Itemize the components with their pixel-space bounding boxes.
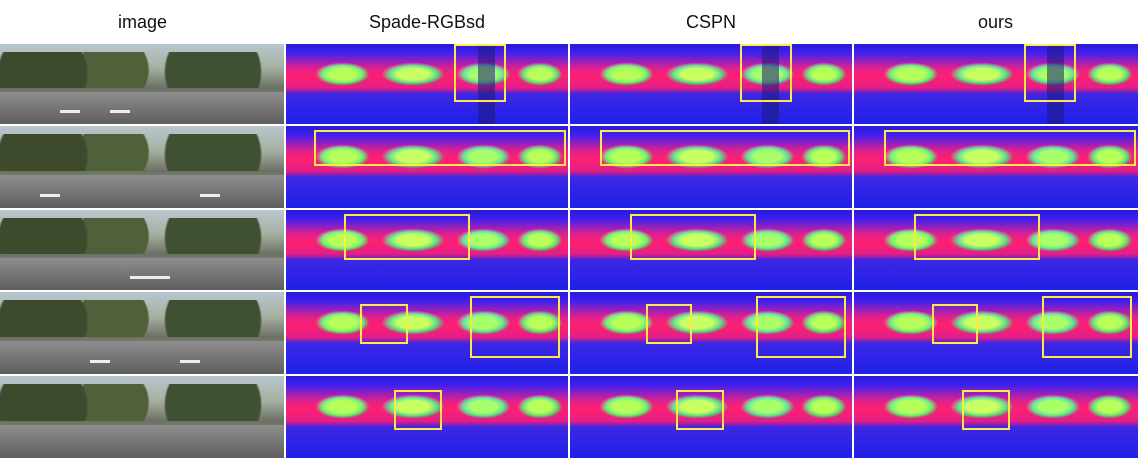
depth-cspn-row-3 <box>570 210 852 290</box>
depth-spade-row-4 <box>286 292 568 374</box>
highlight-box <box>676 390 724 430</box>
photo-row-5 <box>0 376 284 458</box>
highlight-box <box>454 44 506 102</box>
depth-cspn-row-2 <box>570 126 852 208</box>
depth-cspn-row-4 <box>570 292 852 374</box>
highlight-box <box>314 130 566 166</box>
depth-cspn-row-1 <box>570 44 852 124</box>
highlight-box <box>600 130 850 166</box>
highlight-box <box>914 214 1040 260</box>
photo-row-4 <box>0 292 284 374</box>
depth-ours-row-5 <box>854 376 1138 458</box>
depth-spade-row-3 <box>286 210 568 290</box>
depth-ours-row-4 <box>854 292 1138 374</box>
highlight-box <box>646 304 692 344</box>
depth-ours-row-1 <box>854 44 1138 124</box>
photo-row-1 <box>0 44 284 124</box>
photo-row-2 <box>0 126 284 208</box>
header-cspn: CSPN <box>685 12 736 32</box>
highlight-box <box>470 296 560 358</box>
highlight-box <box>756 296 846 358</box>
depth-ours-row-3 <box>854 210 1138 290</box>
header-ours: ours <box>977 12 1013 32</box>
header-image: image <box>117 12 168 32</box>
depth-spade-row-1 <box>286 44 568 124</box>
highlight-box <box>360 304 408 344</box>
highlight-box <box>394 390 442 430</box>
highlight-box <box>884 130 1136 166</box>
highlight-box <box>344 214 470 260</box>
photo-row-3 <box>0 210 284 290</box>
depth-spade-row-2 <box>286 126 568 208</box>
highlight-box <box>1024 44 1076 102</box>
header-spade-rgbsd: Spade-RGBsd <box>368 12 486 32</box>
depth-cspn-row-5 <box>570 376 852 458</box>
depth-spade-row-5 <box>286 376 568 458</box>
highlight-box <box>1042 296 1132 358</box>
highlight-box <box>740 44 792 102</box>
highlight-box <box>962 390 1010 430</box>
highlight-box <box>630 214 756 260</box>
depth-ours-row-2 <box>854 126 1138 208</box>
highlight-box <box>932 304 978 344</box>
